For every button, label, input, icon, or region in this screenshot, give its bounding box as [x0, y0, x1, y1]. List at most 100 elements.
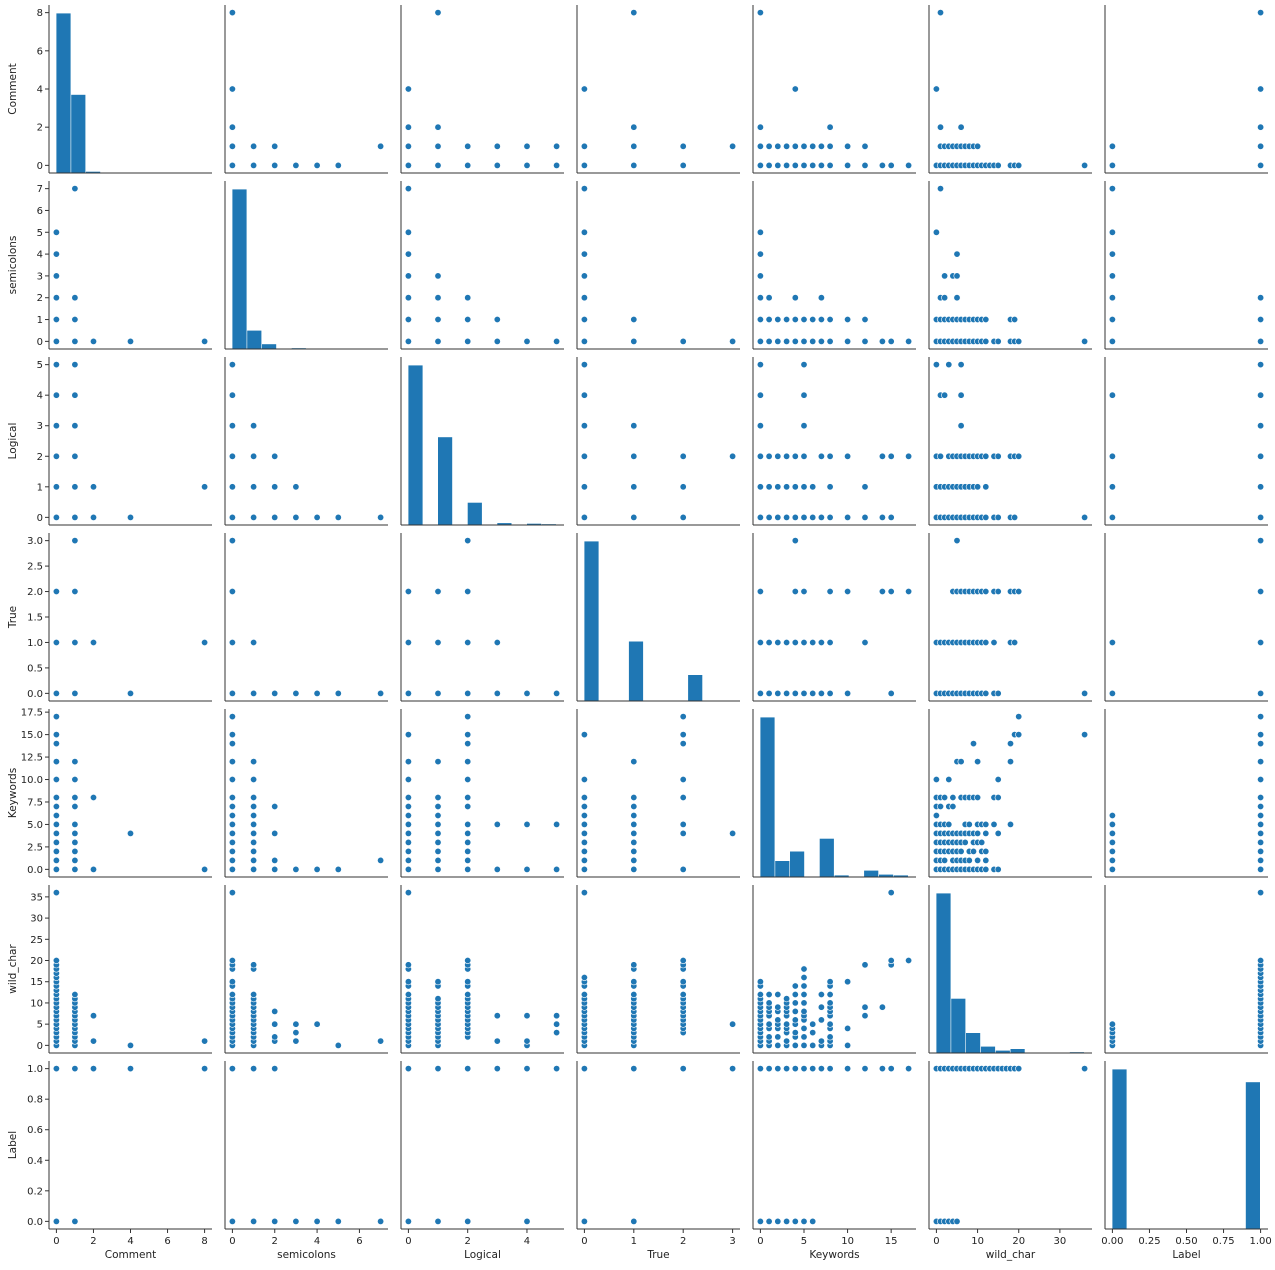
- x-tick-label-True-3: 3: [729, 1236, 735, 1247]
- scatter-point-wild_char-Comment-5: [936, 9, 944, 17]
- scatter-point-Logical-Keywords-4: [404, 829, 412, 837]
- scatter-point-Comment-Label-6: [201, 1065, 209, 1073]
- scatter-point-True-Comment-2: [580, 85, 588, 93]
- scatter-point-Keywords-semicolons-18: [809, 337, 817, 345]
- scatter-point-Keywords-Comment-3: [756, 9, 764, 17]
- scatter-point-Logical-semicolons-13: [464, 294, 472, 302]
- scatter-point-True-Keywords-19: [630, 793, 638, 801]
- scatter-point-Keywords-Logical-22: [800, 391, 808, 399]
- scatter-point-wild_char-Keywords-83: [982, 847, 990, 855]
- scatter-point-semicolons-Keywords-12: [228, 731, 236, 739]
- scatter-point-Keywords-Logical-13: [783, 483, 791, 491]
- scatter-point-True-Logical-9: [630, 422, 638, 430]
- scatter-point-True-Label-1: [580, 1065, 588, 1073]
- scatter-point-Comment-True-5: [71, 587, 79, 595]
- scatter-point-Comment-Keywords-17: [71, 838, 79, 846]
- y-tick-label-Label-4: 0.8: [27, 1095, 43, 1106]
- scatter-point-wild_char-True-46: [1081, 689, 1089, 697]
- scatter-point-True-Logical-5: [580, 361, 588, 369]
- scatter-point-Comment-semicolons-7: [71, 315, 79, 323]
- scatter-point-Label-semicolons-7: [1257, 337, 1265, 345]
- scatter-point-semicolons-Logical-1: [228, 483, 236, 491]
- scatter-point-Keywords-Label-4: [774, 1217, 782, 1225]
- scatter-point-Keywords-Comment-28: [905, 161, 913, 169]
- scatter-point-Keywords-wild_char-85: [844, 978, 852, 986]
- scatter-point-Label-semicolons-0: [1108, 337, 1116, 345]
- scatter-point-semicolons-Logical-11: [271, 483, 279, 491]
- scatter-point-True-Label-5: [729, 1065, 737, 1073]
- scatter-point-Logical-True-0: [404, 689, 412, 697]
- scatter-point-Keywords-True-20: [826, 689, 834, 697]
- scatter-point-Logical-wild_char-54: [553, 1020, 561, 1028]
- scatter-point-Logical-Comment-15: [553, 142, 561, 150]
- scatter-point-Comment-True-6: [71, 537, 79, 545]
- scatter-point-wild_char-Keywords-38: [949, 793, 957, 801]
- scatter-point-Logical-semicolons-1: [404, 315, 412, 323]
- x-tick-label-Keywords-3: 15: [885, 1236, 898, 1247]
- scatter-point-True-wild_char-33: [630, 961, 638, 969]
- scatter-point-Keywords-Logical-38: [887, 452, 895, 460]
- scatter-point-Keywords-True-18: [817, 689, 825, 697]
- scatter-point-Keywords-semicolons-21: [817, 315, 825, 323]
- scatter-point-Keywords-Logical-9: [774, 513, 782, 521]
- histogram-bar-semicolons-2: [262, 344, 277, 349]
- scatter-point-Logical-Keywords-2: [404, 847, 412, 855]
- scatter-point-Comment-Logical-2: [52, 452, 60, 460]
- scatter-point-Logical-semicolons-15: [493, 315, 501, 323]
- scatter-point-Keywords-Logical-3: [756, 422, 764, 430]
- scatter-point-Keywords-wild_char-89: [878, 1003, 886, 1011]
- y-axis-label-Label: Label: [7, 1131, 19, 1159]
- scatter-point-wild_char-Keywords-82: [982, 856, 990, 864]
- y-tick-label-Keywords-7: 17.5: [21, 708, 43, 719]
- scatter-point-Keywords-Comment-22: [844, 161, 852, 169]
- scatter-point-Logical-Keywords-21: [434, 758, 442, 766]
- scatter-point-Keywords-Comment-7: [774, 142, 782, 150]
- scatter-point-Comment-semicolons-2: [52, 294, 60, 302]
- scatter-point-semicolons-wild_char-35: [271, 1033, 279, 1041]
- scatter-point-Keywords-wild_char-31: [774, 1003, 782, 1011]
- scatter-point-semicolons-Comment-7: [271, 161, 279, 169]
- scatter-point-True-Logical-13: [729, 452, 737, 460]
- scatter-point-Logical-Keywords-19: [434, 802, 442, 810]
- scatter-point-Comment-Keywords-11: [52, 740, 60, 748]
- x-tick-label-semicolons-1: 2: [272, 1236, 278, 1247]
- scatter-point-semicolons-Comment-1: [228, 142, 236, 150]
- scatter-point-Label-semicolons-3: [1108, 272, 1116, 280]
- scatter-point-Comment-semicolons-1: [52, 315, 60, 323]
- scatter-point-semicolons-Logical-5: [228, 361, 236, 369]
- scatter-point-semicolons-wild_char-43: [377, 1037, 385, 1045]
- scatter-point-semicolons-Comment-9: [292, 161, 300, 169]
- scatter-point-Logical-Comment-2: [404, 123, 412, 131]
- scatter-point-True-Keywords-20: [630, 758, 638, 766]
- scatter-point-Label-Keywords-19: [1257, 731, 1265, 739]
- scatter-point-semicolons-Label-4: [271, 1217, 279, 1225]
- scatter-point-semicolons-wild_char-39: [292, 1029, 300, 1037]
- scatter-point-True-Keywords-22: [679, 829, 687, 837]
- scatter-point-Keywords-wild_char-63: [809, 1041, 817, 1049]
- scatter-point-Keywords-semicolons-11: [783, 337, 791, 345]
- scatter-point-semicolons-Keywords-5: [228, 820, 236, 828]
- scatter-point-semicolons-Keywords-4: [228, 829, 236, 837]
- scatter-point-wild_char-Logical-50: [1011, 513, 1019, 521]
- scatter-point-Comment-wild_char-34: [71, 990, 79, 998]
- scatter-point-wild_char-semicolons-2: [932, 228, 940, 236]
- scatter-point-semicolons-wild_char-38: [292, 1037, 300, 1045]
- scatter-point-True-Logical-7: [630, 483, 638, 491]
- scatter-point-Logical-Label-7: [523, 1217, 531, 1225]
- x-tick-label-semicolons-2: 4: [314, 1236, 320, 1247]
- scatter-point-Keywords-Logical-4: [756, 391, 764, 399]
- scatter-point-wild_char-Keywords-90: [994, 829, 1002, 837]
- x-tick-label-Comment-4: 8: [201, 1236, 207, 1247]
- scatter-point-wild_char-Comment-16: [957, 123, 965, 131]
- scatter-point-True-Label-0: [580, 1217, 588, 1225]
- scatter-point-Keywords-Logical-2: [756, 452, 764, 460]
- scatter-point-semicolons-Logical-6: [250, 513, 258, 521]
- scatter-point-Keywords-True-3: [765, 689, 773, 697]
- scatter-point-wild_char-Label-10: [953, 1217, 961, 1225]
- scatter-point-wild_char-Logical-52: [1015, 452, 1023, 460]
- scatter-point-semicolons-wild_char-31: [250, 990, 258, 998]
- scatter-point-Keywords-wild_char-92: [887, 889, 895, 897]
- y-tick-label-wild_char-1: 5: [37, 1020, 43, 1031]
- scatter-point-Keywords-Logical-24: [809, 513, 817, 521]
- scatter-point-wild_char-Logical-47: [994, 452, 1002, 460]
